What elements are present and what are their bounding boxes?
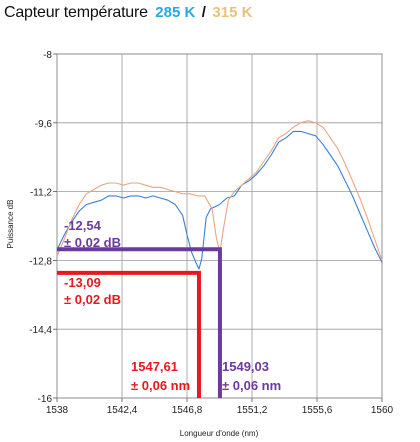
x-tick-label: 1560	[371, 405, 394, 416]
x-tick-label: 1538	[46, 405, 69, 416]
title-slash: /	[201, 4, 206, 21]
y-tick-label: -9,6	[35, 119, 53, 130]
annotation-purple-db-error: ± 0,02 dB	[64, 235, 121, 250]
y-tick-label: -12,8	[29, 256, 52, 267]
y-tick-label: -8	[43, 50, 52, 61]
annotation-red-nm-error: ± 0,06 nm	[131, 378, 190, 393]
guide-line-red	[57, 270, 201, 398]
annotation-purple-nm-value: 1549,03	[222, 359, 269, 374]
guide-line-purple	[57, 247, 222, 398]
x-tick-label: 1555,6	[302, 405, 333, 416]
series-line-285k	[56, 130, 383, 270]
y-tick-label: -16	[38, 394, 53, 405]
annotation-purple-db-value: -12,54	[64, 218, 102, 233]
x-tick-label: 1551,2	[237, 405, 268, 416]
title-285k: 285 K	[155, 4, 196, 21]
y-tick-label: -14,4	[29, 325, 52, 336]
grid	[53, 53, 383, 402]
x-tick-label: 1542,4	[107, 405, 138, 416]
annotation-red-nm-value: 1547,61	[131, 359, 178, 374]
x-axis-label: Longueur d'onde (nm)	[180, 429, 259, 438]
annotation-guides	[57, 247, 222, 398]
tick-labels: 1538 1542,4 1546,8 1551,2 1555,6 1560 -8 -9,6 -1…	[29, 50, 393, 416]
annotation-red-db-value: -13,09	[64, 275, 101, 290]
annotation-red-db-error: ± 0,02 dB	[64, 292, 121, 307]
y-tick-label: -11,2	[30, 188, 52, 199]
annotation-labels: -12,54 ± 0,02 dB -13,09 ± 0,02 dB 1547,6…	[64, 218, 281, 393]
y-axis-label: Puissance dB	[6, 200, 15, 249]
title-315k: 315 K	[212, 4, 253, 21]
title-main: Capteur température	[4, 4, 148, 21]
x-tick-label: 1546,8	[172, 405, 203, 416]
annotation-purple-nm-error: ± 0,06 nm	[222, 378, 281, 393]
chart-title: Capteur température 285 K / 315 K	[4, 4, 252, 34]
